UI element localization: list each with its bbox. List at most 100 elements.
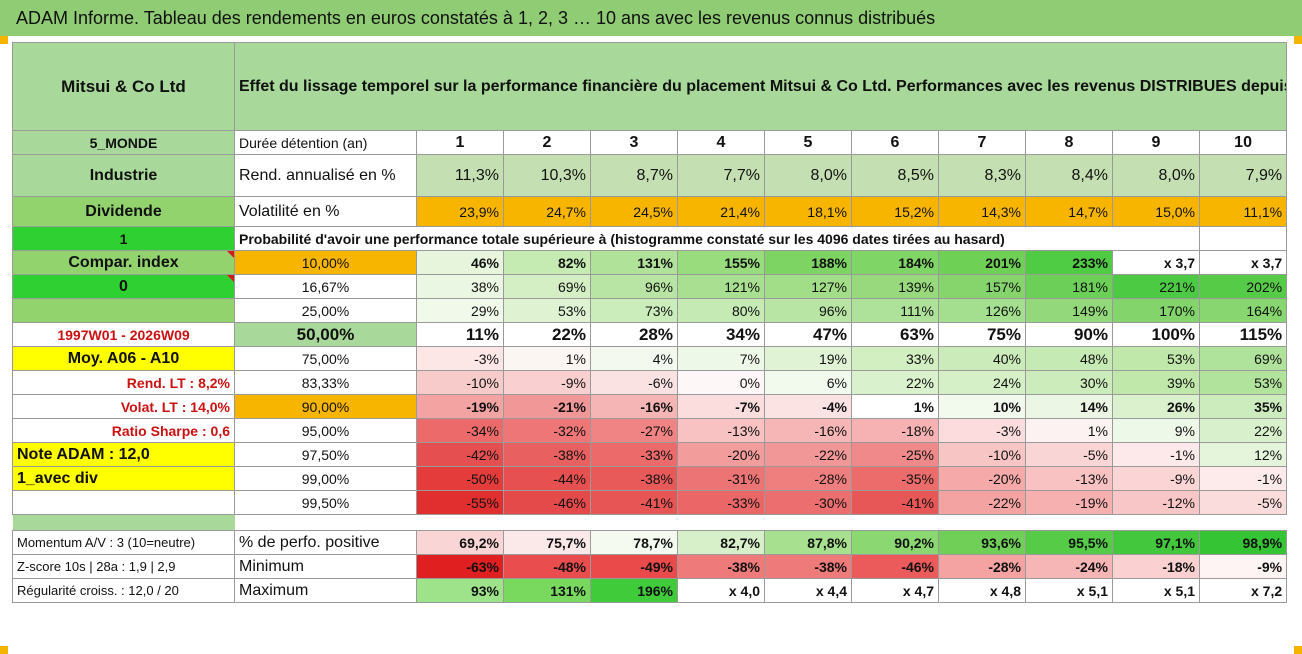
year-header: 2 xyxy=(503,130,591,155)
empty-cell xyxy=(12,298,235,323)
prob-value: -9% xyxy=(503,370,591,395)
stock-description: Effet du lissage temporel sur la perform… xyxy=(233,42,1288,131)
note-label: Note ADAM : 12,0 xyxy=(12,442,235,467)
spacer-cell xyxy=(12,514,235,531)
prob-value: -21% xyxy=(503,394,591,419)
prob-value: 53% xyxy=(503,298,591,323)
minimum-value: -63% xyxy=(416,554,504,579)
prob-value: 26% xyxy=(1112,394,1200,419)
corner-marker xyxy=(1294,36,1302,44)
prob-value: 157% xyxy=(938,274,1026,299)
prob-value: 100% xyxy=(1112,322,1200,347)
minimum-value: -38% xyxy=(764,554,852,579)
spacer-cell xyxy=(417,515,504,531)
year-header: 3 xyxy=(590,130,678,155)
prob-value: 1% xyxy=(503,346,591,371)
prob-value: 9% xyxy=(1112,418,1200,443)
prob-threshold: 90,00% xyxy=(234,394,417,419)
positive-value: 69,2% xyxy=(416,530,504,555)
page-banner: ADAM Informe. Tableau des rendements en … xyxy=(0,0,1302,36)
maximum-row: Régularité croiss. : 12,0 / 20 Maximum 93%… xyxy=(12,578,1288,603)
spacer-row xyxy=(12,514,1287,531)
positive-value: 95,5% xyxy=(1025,530,1113,555)
prob-value: 170% xyxy=(1112,298,1200,323)
prob-value: 80% xyxy=(677,298,765,323)
minimum-value: -9% xyxy=(1198,554,1288,579)
prob-value: 53% xyxy=(1198,370,1288,395)
maximum-value: x 4,0 xyxy=(677,578,765,603)
prob-value: 4% xyxy=(590,346,678,371)
volat-lt-label: Volat. LT : 14,0% xyxy=(12,394,235,419)
positive-value: 90,2% xyxy=(851,530,939,555)
prob-value: 155% xyxy=(677,250,765,275)
year-header: 8 xyxy=(1025,130,1113,155)
prob-value: -1% xyxy=(1112,442,1200,467)
prob-value: 22% xyxy=(851,370,939,395)
prob-value: 126% xyxy=(938,298,1026,323)
rend-value: 7,9% xyxy=(1198,154,1288,197)
prob-value: -41% xyxy=(590,490,678,515)
rend-value: 8,0% xyxy=(764,154,852,197)
prob-value: 131% xyxy=(590,250,678,275)
prob-value: 33% xyxy=(851,346,939,371)
prob-row: 99,50% -55% -46% -41% -33% -30% -41% -22% -19% -1… xyxy=(12,490,1288,515)
minimum-value: -46% xyxy=(851,554,939,579)
prob-value: 29% xyxy=(416,298,504,323)
positive-value: 87,8% xyxy=(764,530,852,555)
vol-label: Volatilité en % xyxy=(234,196,417,227)
rend-value: 8,5% xyxy=(851,154,939,197)
minimum-value: -49% xyxy=(590,554,678,579)
prob-value: 24% xyxy=(938,370,1026,395)
prob-value: -10% xyxy=(416,370,504,395)
prob-value: 48% xyxy=(1025,346,1113,371)
prob-value: -16% xyxy=(590,394,678,419)
prob-value: -3% xyxy=(416,346,504,371)
prob-value: 46% xyxy=(416,250,504,275)
prob-value: 11% xyxy=(416,322,504,347)
prob-row: Moy. A06 - A10 75,00% -3% 1% 4% 7% 19% 33% 40% 48… xyxy=(12,346,1288,371)
region-label: 5_MONDE xyxy=(12,130,235,155)
prob-value: -44% xyxy=(503,466,591,491)
prob-value: 90% xyxy=(1025,322,1113,347)
positive-value: 93,6% xyxy=(938,530,1026,555)
prob-value: 149% xyxy=(1025,298,1113,323)
minimum-value: -28% xyxy=(938,554,1026,579)
positive-value: 75,7% xyxy=(503,530,591,555)
prob-value: 40% xyxy=(938,346,1026,371)
prob-value: -22% xyxy=(938,490,1026,515)
prob-value: 1% xyxy=(851,394,939,419)
prob-value: -16% xyxy=(764,418,852,443)
vol-value: 18,1% xyxy=(764,196,852,227)
vol-value: 15,0% xyxy=(1112,196,1200,227)
year-header: 7 xyxy=(938,130,1026,155)
prob-value: 115% xyxy=(1198,322,1288,347)
maximum-label: Maximum xyxy=(234,578,417,603)
prob-value: 181% xyxy=(1025,274,1113,299)
prob-row: Compar. index 10,00% 46% 82% 131% 155% 188% 184… xyxy=(12,250,1288,275)
positive-value: 82,7% xyxy=(677,530,765,555)
moy-label: Moy. A06 - A10 xyxy=(12,346,235,371)
prob-value: 1% xyxy=(1025,418,1113,443)
year-header: 6 xyxy=(851,130,939,155)
prob-value: 14% xyxy=(1025,394,1113,419)
minimum-label: Minimum xyxy=(234,554,417,579)
spacer-cell xyxy=(678,515,765,531)
positive-value: 97,1% xyxy=(1112,530,1200,555)
maximum-value: 131% xyxy=(503,578,591,603)
year-header: 9 xyxy=(1112,130,1200,155)
prob-value: 19% xyxy=(764,346,852,371)
prob-value: 38% xyxy=(416,274,504,299)
vol-value: 14,7% xyxy=(1025,196,1113,227)
rend-value: 8,4% xyxy=(1025,154,1113,197)
prob-title: Probabilité d'avoir une performance tota… xyxy=(234,226,1113,251)
prob-row: 1_avec div 99,00% -50% -44% -38% -31% -28% -35%… xyxy=(12,466,1288,491)
vol-value: 15,2% xyxy=(851,196,939,227)
minimum-value: -24% xyxy=(1025,554,1113,579)
prob-value: 73% xyxy=(590,298,678,323)
performance-table: Mitsui & Co Ltd Effet du lissage tempore… xyxy=(12,42,1288,603)
vol-value: 24,5% xyxy=(590,196,678,227)
vol-row: Dividende Volatilité en % 23,9% 24,7% 24,5… xyxy=(12,196,1288,227)
positive-note: Momentum A/V : 3 (10=neutre) xyxy=(12,530,235,555)
rend-value: 8,3% xyxy=(938,154,1026,197)
prob-threshold: 10,00% xyxy=(234,250,417,275)
